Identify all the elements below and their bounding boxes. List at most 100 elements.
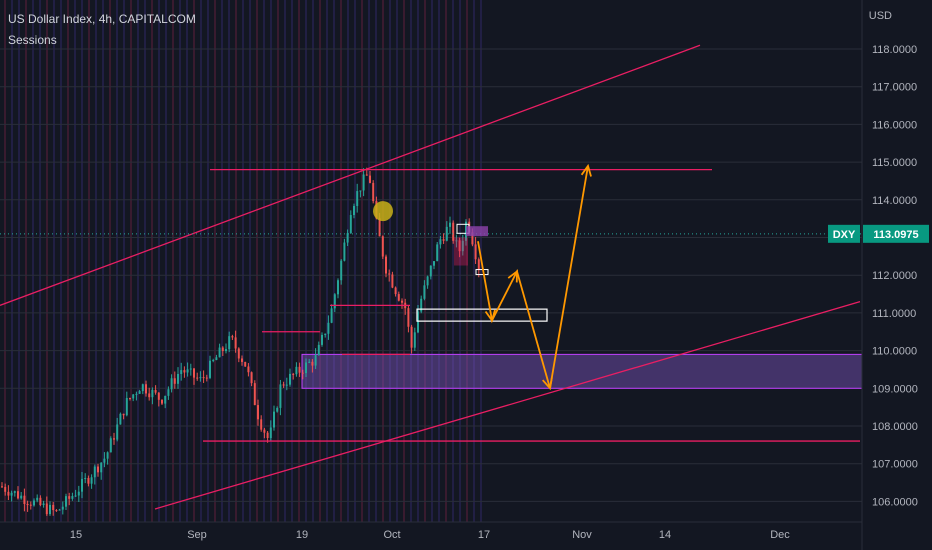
candle-body bbox=[148, 393, 151, 398]
candle-body bbox=[324, 333, 327, 335]
candle-body bbox=[362, 174, 365, 191]
candle-body bbox=[317, 344, 320, 356]
session-stripe bbox=[137, 0, 139, 522]
candle-body bbox=[343, 242, 346, 261]
candle-body bbox=[189, 368, 192, 370]
candle-body bbox=[103, 458, 106, 463]
symbol-badge[interactable] bbox=[828, 224, 860, 243]
candle-body bbox=[442, 239, 445, 241]
candle-body bbox=[337, 280, 339, 295]
candle-body bbox=[135, 393, 138, 395]
candle-body bbox=[228, 336, 231, 350]
session-stripe bbox=[102, 0, 104, 522]
candle-body bbox=[439, 239, 442, 245]
demand-zone[interactable] bbox=[301, 353, 863, 389]
candle-body bbox=[13, 491, 16, 493]
candle-body bbox=[205, 377, 208, 379]
candle-body bbox=[292, 373, 295, 375]
candle-body bbox=[97, 466, 99, 473]
indicator-label[interactable]: Sessions bbox=[8, 33, 57, 47]
date-tick-label: Dec bbox=[770, 529, 790, 541]
candle-body bbox=[295, 366, 298, 375]
candle-body bbox=[349, 215, 352, 234]
session-stripe bbox=[116, 0, 118, 522]
candle-body bbox=[29, 504, 32, 506]
candle-body bbox=[17, 491, 19, 499]
candle-body bbox=[388, 273, 391, 275]
channel-lower-line[interactable] bbox=[154, 300, 861, 510]
session-stripe bbox=[144, 0, 146, 522]
session-stripe bbox=[39, 0, 41, 522]
candle-body bbox=[311, 361, 314, 366]
candle-body bbox=[372, 182, 375, 202]
target-box[interactable] bbox=[416, 308, 548, 322]
candle-body bbox=[122, 413, 125, 416]
session-stripe bbox=[25, 0, 27, 522]
session-stripe bbox=[305, 0, 307, 522]
arrow-head-up bbox=[580, 163, 592, 177]
session-stripe bbox=[473, 0, 475, 522]
candle-body bbox=[289, 373, 291, 385]
channel-upper-line[interactable] bbox=[0, 44, 701, 306]
session-stripe bbox=[32, 0, 34, 522]
candle-body bbox=[106, 452, 109, 459]
candle-body bbox=[241, 358, 243, 362]
candle-body bbox=[196, 377, 199, 379]
small-box-2[interactable] bbox=[475, 269, 489, 276]
candle-body bbox=[234, 337, 237, 349]
candle-body bbox=[52, 504, 55, 511]
candle-body bbox=[314, 355, 317, 366]
session-stripe bbox=[67, 0, 69, 522]
price-tick-label: 118.0000 bbox=[872, 44, 917, 56]
date-tick-label: 19 bbox=[296, 529, 308, 541]
candle-body bbox=[36, 497, 39, 501]
candle-body bbox=[397, 294, 400, 301]
session-stripe bbox=[466, 0, 468, 522]
candle-body bbox=[407, 308, 410, 327]
candle-body bbox=[141, 384, 144, 392]
candle-body bbox=[436, 244, 439, 262]
candle-body bbox=[321, 334, 323, 345]
date-tick-label: Sep bbox=[187, 529, 207, 541]
highlight-marker[interactable] bbox=[373, 201, 393, 222]
candle-body bbox=[365, 174, 368, 176]
session-stripe bbox=[81, 0, 83, 522]
price-tick-label: 107.0000 bbox=[872, 459, 918, 471]
session-stripe bbox=[347, 0, 349, 522]
session-stripe bbox=[242, 0, 244, 522]
session-stripe bbox=[438, 0, 440, 522]
candle-body bbox=[209, 360, 211, 378]
session-stripe bbox=[109, 0, 111, 522]
session-stripe bbox=[207, 0, 209, 522]
candle-body bbox=[49, 504, 51, 515]
candle-body bbox=[423, 285, 426, 299]
arrow-head-down-small bbox=[484, 309, 496, 323]
session-stripe bbox=[396, 0, 398, 522]
session-stripe bbox=[424, 0, 426, 522]
session-stripe bbox=[235, 0, 237, 522]
session-stripe bbox=[228, 0, 230, 522]
session-stripe bbox=[165, 0, 167, 522]
red-mini-box[interactable] bbox=[454, 237, 468, 266]
candle-body bbox=[237, 348, 240, 359]
candle-body bbox=[356, 191, 359, 206]
purple-mini-box[interactable] bbox=[466, 226, 488, 237]
session-stripe bbox=[312, 0, 314, 522]
candle-body bbox=[273, 411, 275, 428]
candle-body bbox=[154, 389, 157, 393]
session-stripe bbox=[130, 0, 132, 522]
candle-body bbox=[257, 405, 259, 420]
candle-body bbox=[71, 496, 74, 499]
candle-body bbox=[65, 496, 67, 507]
candle-body bbox=[378, 218, 381, 237]
session-stripe bbox=[361, 0, 363, 522]
price-badge[interactable] bbox=[863, 224, 929, 243]
candle-body bbox=[215, 357, 218, 361]
price-tick-label: 114.0000 bbox=[872, 195, 917, 207]
session-stripe bbox=[151, 0, 153, 522]
price-tick-label: 116.0000 bbox=[872, 119, 917, 131]
session-stripe bbox=[256, 0, 258, 522]
candle-body bbox=[410, 326, 413, 348]
